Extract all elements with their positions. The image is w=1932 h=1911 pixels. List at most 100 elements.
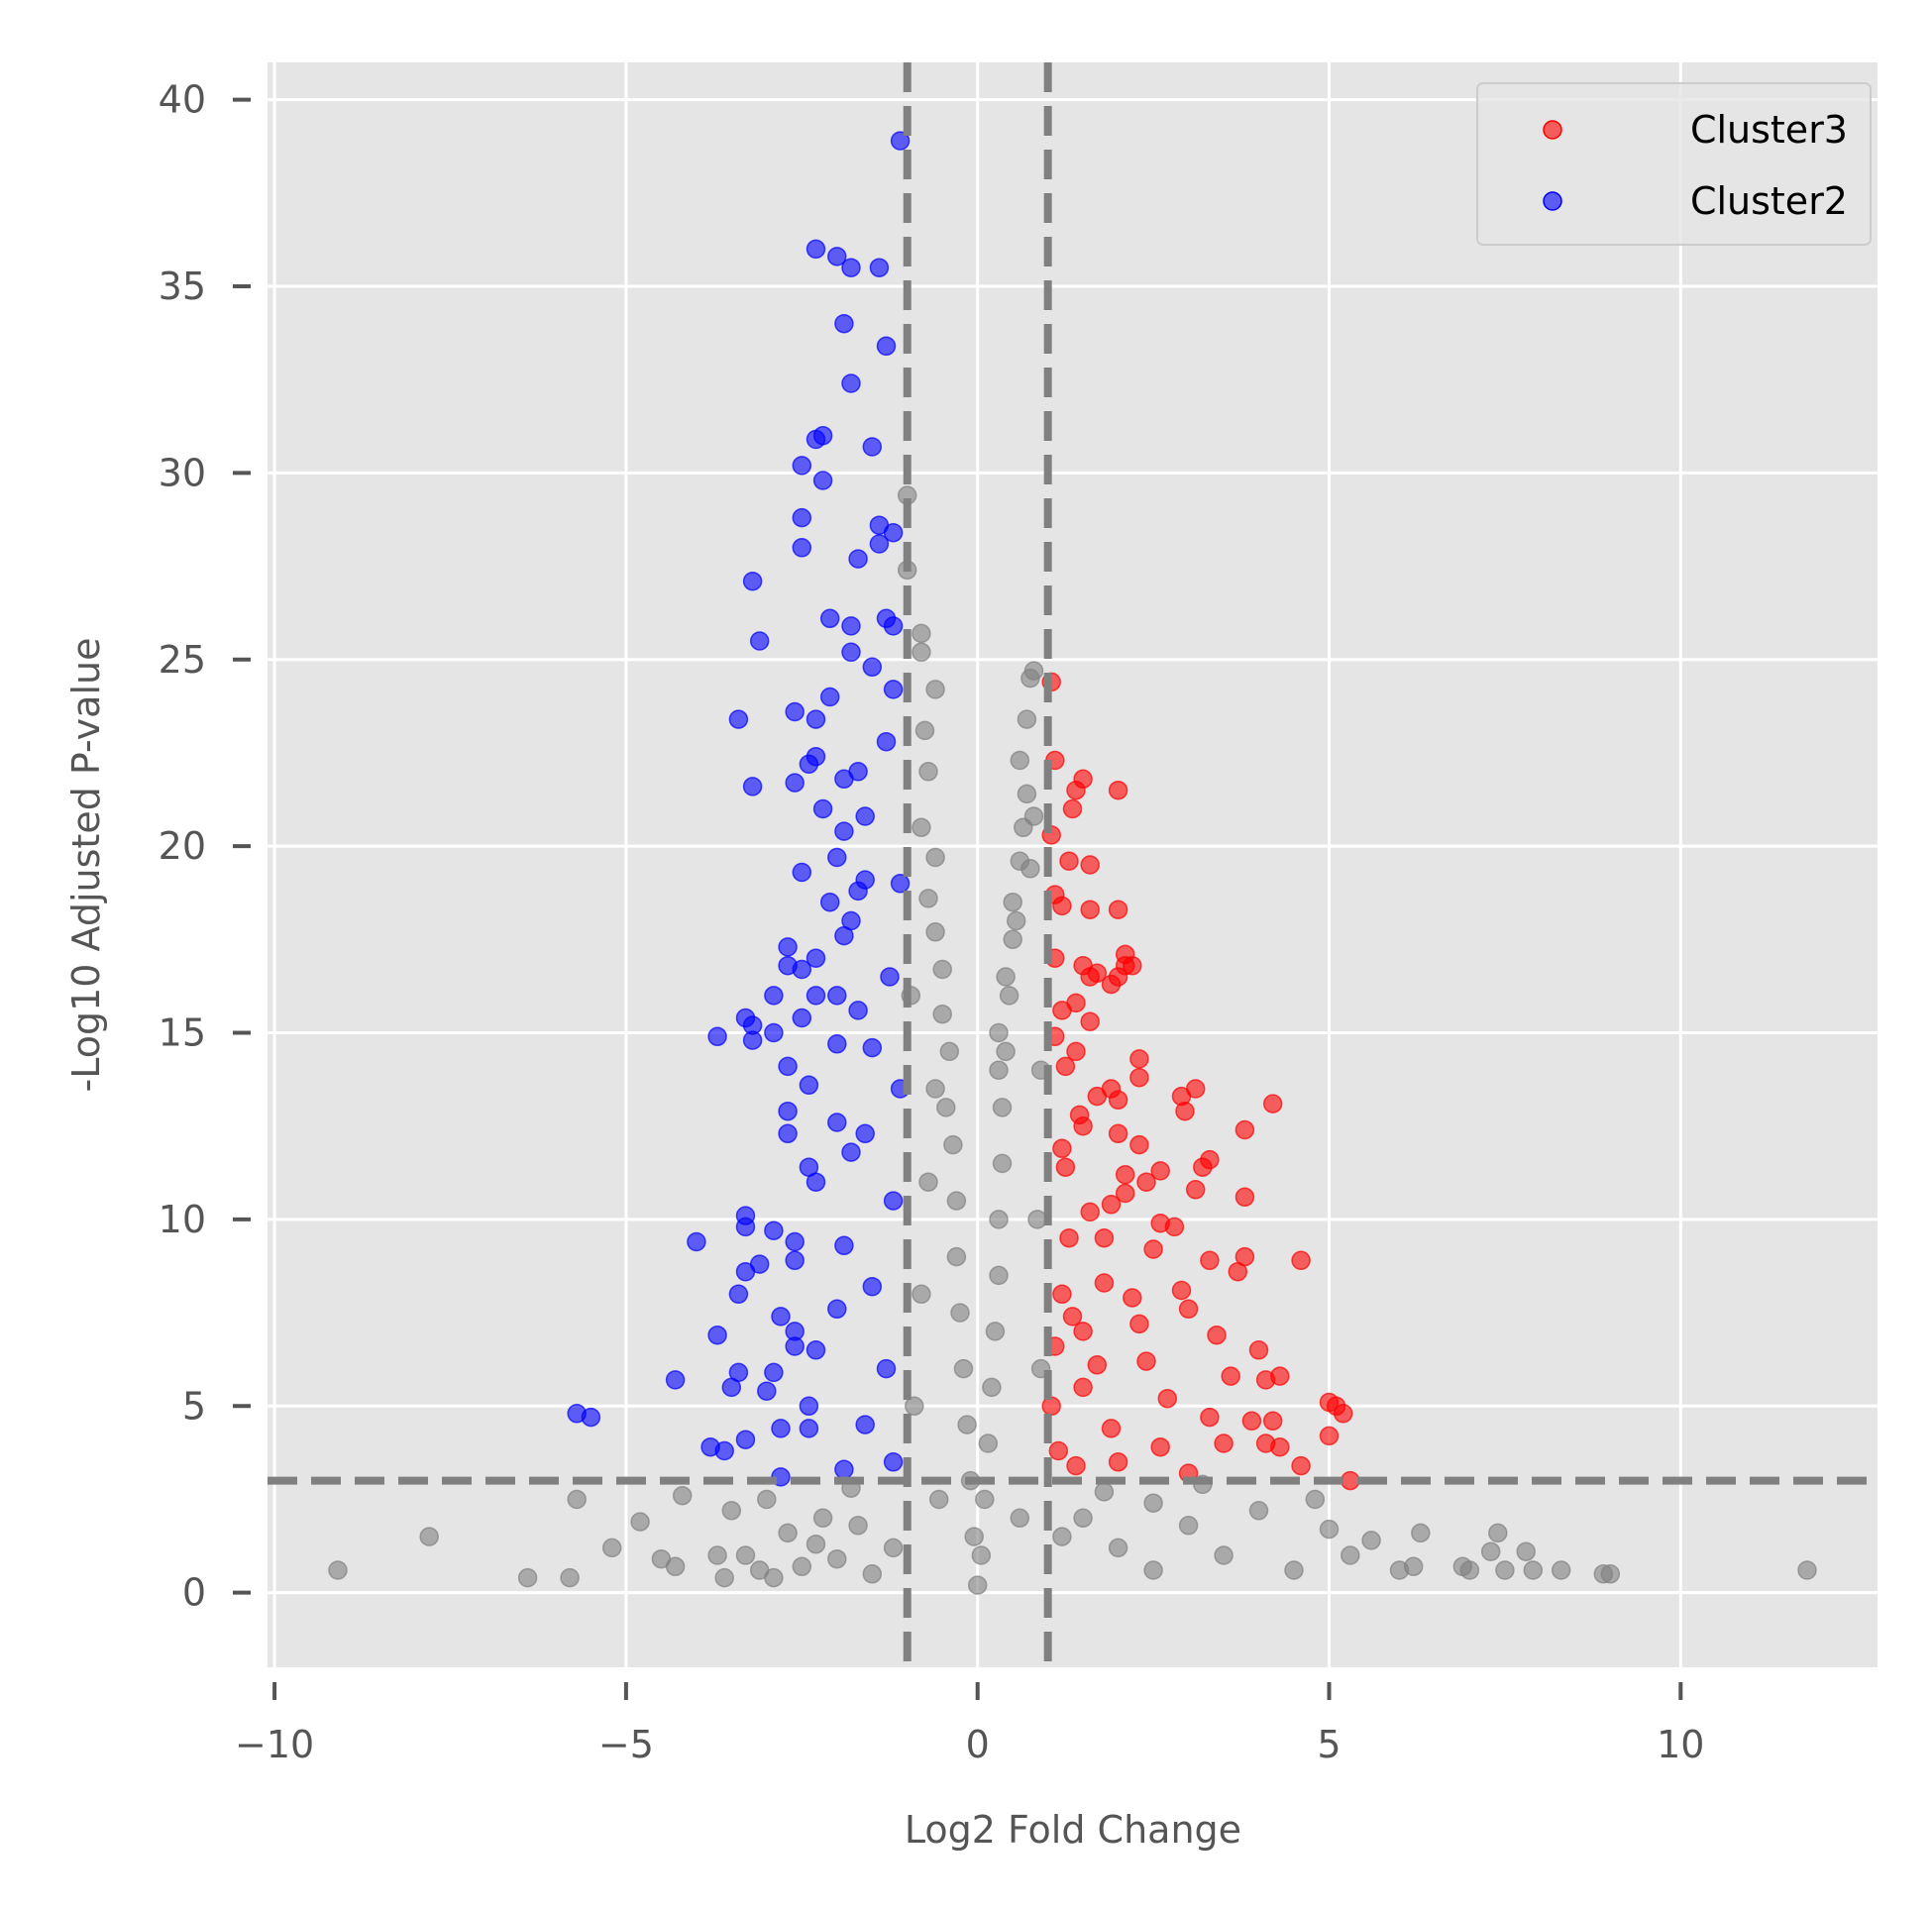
data-point bbox=[1516, 1541, 1536, 1561]
data-point bbox=[834, 1459, 854, 1480]
data-point bbox=[819, 608, 840, 629]
data-point bbox=[1006, 910, 1026, 931]
data-point bbox=[1129, 1067, 1149, 1088]
data-point bbox=[1228, 1261, 1248, 1282]
data-point bbox=[1171, 1280, 1192, 1301]
data-point bbox=[581, 1407, 601, 1428]
data-point bbox=[1129, 1314, 1149, 1334]
data-point bbox=[883, 616, 904, 636]
data-point bbox=[1066, 780, 1086, 800]
data-point bbox=[764, 1567, 784, 1588]
data-point bbox=[785, 1231, 805, 1252]
data-point bbox=[778, 937, 798, 957]
data-point bbox=[989, 1022, 1009, 1043]
data-point bbox=[707, 1325, 727, 1345]
data-point bbox=[792, 456, 812, 476]
data-point bbox=[757, 1489, 777, 1510]
data-point bbox=[819, 892, 840, 912]
data-point bbox=[932, 959, 952, 980]
data-point bbox=[1108, 780, 1128, 800]
data-point bbox=[792, 538, 812, 558]
data-point bbox=[989, 1060, 1009, 1080]
data-point bbox=[1073, 1322, 1093, 1341]
data-point bbox=[749, 631, 770, 651]
data-point bbox=[1178, 1299, 1199, 1320]
data-point bbox=[1241, 1411, 1262, 1432]
data-point bbox=[785, 1250, 805, 1271]
x-tick-label: −5 bbox=[598, 1723, 654, 1766]
data-point bbox=[1200, 1250, 1220, 1271]
data-point bbox=[1234, 1187, 1255, 1208]
data-point bbox=[848, 1001, 868, 1020]
data-point bbox=[1129, 1049, 1149, 1069]
data-point bbox=[1600, 1564, 1621, 1584]
data-point bbox=[665, 1556, 686, 1577]
data-point bbox=[1178, 1516, 1199, 1536]
data-point bbox=[728, 1284, 749, 1305]
y-axis-label: -Log10 Adjusted P-value bbox=[64, 638, 108, 1093]
legend-marker-cluster3 bbox=[1543, 120, 1562, 140]
data-point bbox=[1488, 1523, 1508, 1543]
data-point bbox=[1143, 1493, 1163, 1513]
data-point bbox=[855, 1415, 875, 1434]
data-point bbox=[728, 709, 749, 729]
data-point bbox=[1495, 1560, 1515, 1580]
data-point bbox=[1129, 1134, 1149, 1155]
data-point bbox=[848, 1516, 868, 1536]
data-point bbox=[328, 1560, 348, 1580]
data-point bbox=[1073, 1508, 1093, 1529]
data-point bbox=[996, 967, 1016, 987]
legend-box bbox=[1476, 82, 1872, 246]
threshold-lines bbox=[268, 62, 1878, 1667]
data-point bbox=[1150, 1161, 1170, 1181]
data-point bbox=[862, 657, 883, 678]
data-point bbox=[778, 1123, 798, 1144]
data-point bbox=[714, 1440, 734, 1461]
data-point bbox=[1108, 1123, 1128, 1144]
axes: −10 −5 0 5 10 0 5 10 15 20 25 30 35 40 bbox=[159, 78, 1705, 1766]
data-point bbox=[869, 258, 890, 277]
data-point bbox=[855, 806, 875, 826]
data-point bbox=[925, 847, 945, 868]
data-point bbox=[792, 1008, 812, 1028]
data-point bbox=[827, 1113, 847, 1132]
data-point bbox=[1052, 1527, 1072, 1546]
data-point bbox=[827, 1299, 847, 1320]
data-point bbox=[953, 1358, 974, 1379]
data-point bbox=[1291, 1455, 1311, 1476]
data-point bbox=[1150, 1436, 1170, 1457]
data-point bbox=[735, 1261, 756, 1282]
data-point bbox=[1248, 1340, 1269, 1360]
data-point bbox=[1052, 1284, 1072, 1305]
data-point bbox=[1305, 1489, 1326, 1510]
data-point bbox=[841, 1142, 861, 1162]
data-point bbox=[827, 1548, 847, 1569]
data-point bbox=[1551, 1560, 1571, 1580]
data-point bbox=[792, 959, 812, 980]
data-point bbox=[834, 769, 854, 790]
data-point bbox=[1101, 1195, 1122, 1215]
data-point bbox=[985, 1322, 1006, 1341]
data-point bbox=[890, 131, 911, 151]
grid-lines bbox=[268, 62, 1878, 1667]
data-point bbox=[1221, 1366, 1240, 1386]
data-point bbox=[707, 1026, 727, 1047]
data-point bbox=[869, 534, 890, 554]
data-point bbox=[876, 1358, 897, 1379]
data-point bbox=[560, 1567, 580, 1588]
data-point bbox=[876, 336, 897, 357]
data-point bbox=[805, 1172, 826, 1192]
data-point bbox=[799, 1419, 819, 1438]
data-point bbox=[805, 948, 826, 968]
data-point bbox=[1055, 1157, 1076, 1177]
data-point bbox=[971, 1545, 992, 1565]
data-point bbox=[841, 373, 861, 393]
data-point bbox=[812, 471, 833, 490]
y-tick-label: 35 bbox=[159, 265, 206, 308]
data-point bbox=[1020, 859, 1040, 879]
legend-marker-cluster2 bbox=[1543, 191, 1562, 211]
data-point bbox=[848, 881, 868, 902]
data-point bbox=[999, 986, 1020, 1006]
data-point bbox=[827, 986, 847, 1006]
